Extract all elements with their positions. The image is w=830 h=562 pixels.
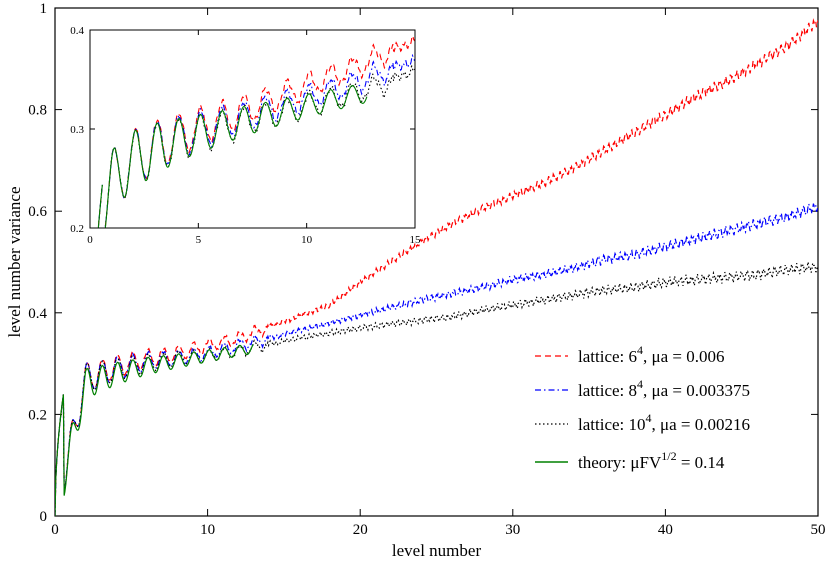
main-series-group xyxy=(55,18,818,516)
main-x-tick-label: 30 xyxy=(505,522,520,538)
main-series-line-th xyxy=(55,343,254,516)
main-y-tick-label: 0.4 xyxy=(28,306,47,322)
inset-x-tick-label: 0 xyxy=(87,234,93,246)
legend-label-lattice-6: lattice: 64, μa = 0.006 xyxy=(578,343,725,366)
inset-series-group xyxy=(97,34,415,228)
inset-series-line-th xyxy=(97,85,368,228)
inset-x-tick-label: 10 xyxy=(301,234,313,246)
main-y-tick-label: 0.6 xyxy=(28,204,47,220)
inset-background xyxy=(90,30,415,228)
main-x-tick-label: 20 xyxy=(353,522,368,538)
legend-label-theory: theory: μFV1/2 = 0.14 xyxy=(578,449,725,472)
main-x-tick-label: 40 xyxy=(658,522,673,538)
y-axis-title: level number variance xyxy=(5,186,24,337)
main-x-tick-label: 50 xyxy=(811,522,826,538)
legend-entry-lattice-10: lattice: 104, μa = 0.00216 xyxy=(535,411,750,434)
legend-label-lattice-8: lattice: 84, μa = 0.003375 xyxy=(578,377,750,400)
legend-entry-lattice-6: lattice: 64, μa = 0.006 xyxy=(535,343,725,366)
main-y-tick-label: 1 xyxy=(40,1,48,17)
legend-entry-lattice-8: lattice: 84, μa = 0.003375 xyxy=(535,377,750,400)
inset-y-tick-label: 0.3 xyxy=(70,124,84,136)
main-series-line-l6 xyxy=(55,18,818,516)
inset-y-tick-label: 0.4 xyxy=(70,25,84,37)
main-series-line-l10 xyxy=(55,261,818,516)
main-y-tick-label: 0.2 xyxy=(28,407,47,423)
inset-x-tick-label: 15 xyxy=(410,234,422,246)
main-plot-frame xyxy=(54,7,819,517)
main-x-tick-label: 0 xyxy=(51,522,59,538)
x-axis-title: level number xyxy=(392,541,482,560)
main-y-tick-label: 0 xyxy=(40,509,48,525)
legend-entry-theory: theory: μFV1/2 = 0.14 xyxy=(535,449,725,472)
main-y-tick-label: 0.8 xyxy=(28,103,47,119)
inset-y-tick-label: 0.2 xyxy=(70,223,84,235)
inset-axis-ticks: 0 5 10 15 0.2 0.3 0.4 xyxy=(70,25,421,246)
main-x-tick-label: 10 xyxy=(200,522,215,538)
inset-x-tick-label: 5 xyxy=(196,234,202,246)
legend: lattice: 64, μa = 0.006 lattice: 84, μa … xyxy=(535,343,750,472)
legend-label-lattice-10: lattice: 104, μa = 0.00216 xyxy=(578,411,750,434)
